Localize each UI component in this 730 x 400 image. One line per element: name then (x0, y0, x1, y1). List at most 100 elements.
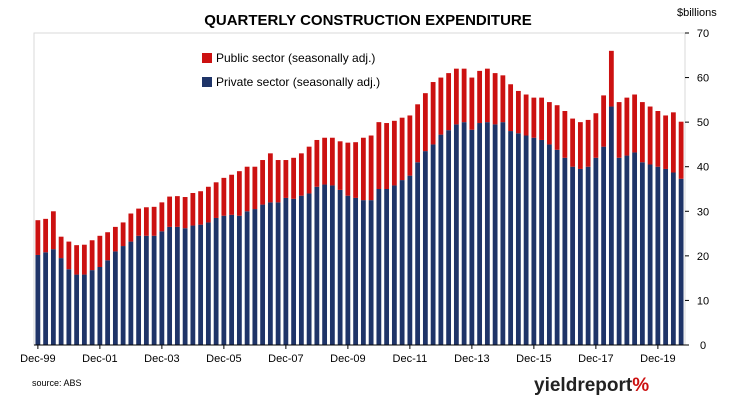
y-axis-ticks: 0 10 20 30 40 50 60 70 (685, 28, 709, 352)
bar-private-27 (244, 211, 250, 345)
bar-private-54 (453, 124, 459, 346)
bar-private-2 (50, 249, 56, 345)
bar-private-12 (128, 241, 134, 345)
bar-private-3 (58, 258, 64, 345)
bar-private-31 (275, 202, 281, 345)
brand-name-part2: report (577, 375, 633, 396)
bar-private-75 (616, 157, 622, 345)
bar-public-67 (554, 105, 560, 150)
brand-name-part1: yield (534, 375, 577, 396)
bar-private-32 (283, 197, 289, 345)
bar-private-8 (97, 267, 103, 345)
bar-public-51 (430, 82, 436, 145)
bar-public-53 (446, 73, 452, 131)
bar-public-27 (244, 166, 250, 212)
brand-logo: yieldreport% (534, 375, 649, 396)
bar-public-82 (670, 112, 676, 173)
bar-private-40 (345, 195, 351, 345)
bar-private-46 (391, 185, 397, 345)
x-tick-label-Dec-01: Dec-01 (82, 353, 117, 365)
bar-public-42 (360, 137, 366, 201)
bar-public-29 (260, 160, 266, 205)
bar-public-14 (143, 207, 149, 236)
bar-public-47 (399, 117, 405, 181)
x-tick-label-Dec-03: Dec-03 (144, 353, 179, 365)
bar-private-74 (608, 106, 614, 345)
source-label: source: ABS (32, 378, 82, 388)
bar-private-25 (229, 214, 235, 345)
bar-public-48 (407, 115, 413, 176)
x-tick-label-Dec-11: Dec-11 (393, 353, 428, 365)
y-axis-unit-label: $billions (677, 7, 717, 19)
bar-public-24 (221, 177, 227, 216)
bar-private-38 (329, 185, 335, 345)
bar-private-30 (267, 202, 273, 345)
bar-private-47 (399, 180, 405, 345)
bar-public-60 (500, 75, 506, 123)
bar-public-52 (438, 77, 444, 135)
bar-private-78 (639, 162, 645, 345)
bar-private-11 (120, 246, 126, 345)
bar-public-68 (562, 111, 568, 158)
bar-private-9 (105, 260, 111, 345)
bar-public-8 (97, 235, 103, 267)
bar-private-73 (601, 146, 607, 345)
bar-private-57 (477, 123, 483, 345)
bar-private-53 (446, 130, 452, 345)
bar-private-63 (523, 135, 529, 345)
bar-public-13 (136, 208, 142, 236)
bar-public-21 (198, 191, 204, 225)
bar-public-72 (593, 113, 599, 158)
bar-public-40 (345, 142, 351, 196)
bar-private-69 (570, 166, 576, 345)
bar-public-32 (283, 160, 289, 198)
bar-private-64 (531, 137, 537, 345)
bar-public-30 (267, 153, 273, 203)
bar-public-59 (492, 73, 498, 125)
y-tick-label-30: 30 (697, 206, 709, 218)
bar-private-61 (508, 131, 514, 345)
legend-swatch-1 (202, 77, 212, 87)
bar-private-42 (360, 200, 366, 345)
bar-public-45 (384, 123, 390, 189)
bar-private-17 (167, 226, 173, 345)
bar-public-50 (422, 93, 428, 152)
x-tick-label-Dec-05: Dec-05 (206, 353, 241, 365)
bar-private-65 (539, 139, 545, 345)
bar-public-23 (213, 182, 219, 218)
bar-public-3 (58, 236, 64, 259)
bar-private-70 (577, 168, 583, 345)
x-tick-label-Dec-19: Dec-19 (640, 353, 675, 365)
bar-private-1 (43, 252, 49, 345)
y-tick-label-0: 0 (700, 340, 706, 352)
y-tick-label-60: 60 (697, 73, 709, 85)
bar-private-76 (624, 155, 630, 345)
bar-public-43 (368, 135, 374, 201)
x-tick-label-Dec-09: Dec-09 (330, 353, 365, 365)
bar-private-15 (151, 235, 157, 345)
bar-private-4 (66, 269, 72, 345)
bar-public-38 (329, 137, 335, 186)
bar-private-29 (260, 204, 266, 345)
bar-public-78 (639, 102, 645, 163)
bar-public-66 (546, 102, 552, 145)
bar-private-19 (182, 228, 188, 345)
bar-private-41 (353, 197, 359, 345)
bar-public-54 (453, 68, 459, 125)
bar-private-80 (655, 166, 661, 345)
bar-public-70 (577, 122, 583, 169)
bar-public-64 (531, 97, 537, 138)
bar-public-28 (252, 166, 258, 210)
legend-label-0: Public sector (seasonally adj.) (216, 51, 375, 65)
x-tick-label-Dec-17: Dec-17 (578, 353, 613, 365)
bar-public-77 (632, 94, 638, 153)
bar-public-62 (515, 90, 521, 134)
bar-private-39 (337, 189, 343, 345)
bar-private-77 (632, 152, 638, 345)
bar-public-39 (337, 141, 343, 190)
bar-public-36 (314, 139, 320, 187)
bar-private-72 (593, 157, 599, 345)
legend-swatch-0 (202, 53, 212, 63)
bar-public-19 (182, 197, 188, 229)
bar-public-12 (128, 213, 134, 242)
